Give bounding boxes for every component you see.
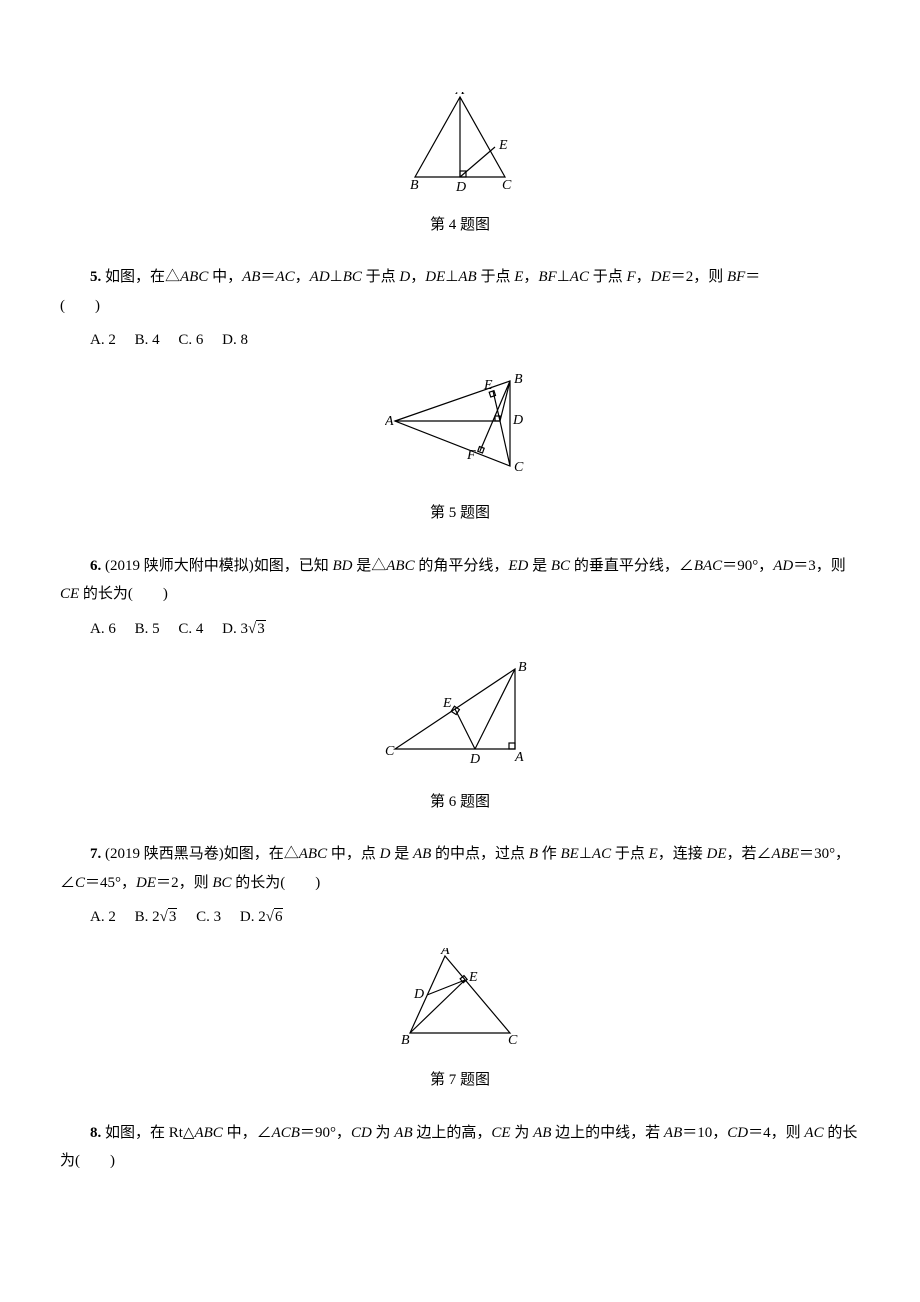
q5-opt-b: B. 4 <box>135 332 160 348</box>
lbl-E: E <box>483 378 493 393</box>
lbl-A: A <box>514 750 524 765</box>
lbl-C: C <box>385 744 395 759</box>
q7-opt-d: D. 2√6 <box>240 908 284 925</box>
q6-opt-d: D. 3√3 <box>222 620 266 637</box>
figure-6-svg: C A B D E <box>385 659 535 769</box>
figure-4-caption: 第 4 题图 <box>60 211 860 240</box>
q5-opt-d: D. 8 <box>222 332 248 348</box>
lbl-D: D <box>512 413 523 428</box>
question-5: 5. 如图，在△ABC 中，AB＝AC，AD⊥BC 于点 D，DE⊥AB 于点 … <box>60 263 860 320</box>
q6-opt-c: C. 4 <box>178 621 203 637</box>
q7-options: A. 2 B. 2√3 C. 3 D. 2√6 <box>60 903 860 932</box>
lbl-E: E <box>498 138 508 153</box>
q5-options: A. 2 B. 4 C. 6 D. 8 <box>60 326 860 355</box>
lbl-D: D <box>469 752 480 767</box>
lbl-B: B <box>401 1033 410 1048</box>
figure-5: A B C D E F 第 5 题图 <box>60 371 860 528</box>
figure-5-caption: 第 5 题图 <box>60 499 860 528</box>
q8-num: 8. <box>90 1125 101 1141</box>
q6-num: 6. <box>90 558 101 574</box>
lbl-A: A <box>455 92 465 98</box>
figure-7: A B C D E 第 7 题图 <box>60 948 860 1095</box>
figure-7-svg: A B C D E <box>395 948 525 1048</box>
q7-num: 7. <box>90 846 101 862</box>
lbl-B: B <box>518 660 527 675</box>
question-8: 8. 如图，在 Rt△ABC 中，∠ACB＝90°，CD 为 AB 边上的高，C… <box>60 1119 860 1176</box>
lbl-E: E <box>442 696 452 711</box>
lbl-C: C <box>514 460 524 475</box>
q6-opt-b: B. 5 <box>135 621 160 637</box>
figure-6-caption: 第 6 题图 <box>60 788 860 817</box>
figure-7-caption: 第 7 题图 <box>60 1066 860 1095</box>
lbl-F: F <box>466 448 476 463</box>
q7-opt-a: A. 2 <box>90 909 116 925</box>
lbl-C: C <box>502 178 512 192</box>
q7-opt-b: B. 2√3 <box>135 908 178 925</box>
question-6: 6. (2019 陕师大附中模拟)如图，已知 BD 是△ABC 的角平分线，ED… <box>60 552 860 609</box>
lbl-A: A <box>385 414 394 429</box>
lbl-E: E <box>468 970 478 985</box>
lbl-D: D <box>455 180 466 192</box>
q5-opt-a: A. 2 <box>90 332 116 348</box>
q6-opt-a: A. 6 <box>90 621 116 637</box>
q7-opt-c: C. 3 <box>196 909 221 925</box>
figure-6: C A B D E 第 6 题图 <box>60 659 860 816</box>
lbl-D: D <box>413 987 424 1002</box>
q5-opt-c: C. 6 <box>178 332 203 348</box>
q5-num: 5. <box>90 269 101 285</box>
lbl-B: B <box>410 178 419 192</box>
figure-4: A B C D E 第 4 题图 <box>60 92 860 239</box>
lbl-C: C <box>508 1033 518 1048</box>
q5-paren: ( ) <box>60 298 100 314</box>
figure-5-svg: A B C D E F <box>385 371 535 481</box>
lbl-B: B <box>514 372 523 387</box>
lbl-A: A <box>440 948 450 958</box>
question-7: 7. (2019 陕西黑马卷)如图，在△ABC 中，点 D 是 AB 的中点，过… <box>60 840 860 897</box>
figure-4-svg: A B C D E <box>405 92 515 192</box>
q6-options: A. 6 B. 5 C. 4 D. 3√3 <box>60 615 860 644</box>
